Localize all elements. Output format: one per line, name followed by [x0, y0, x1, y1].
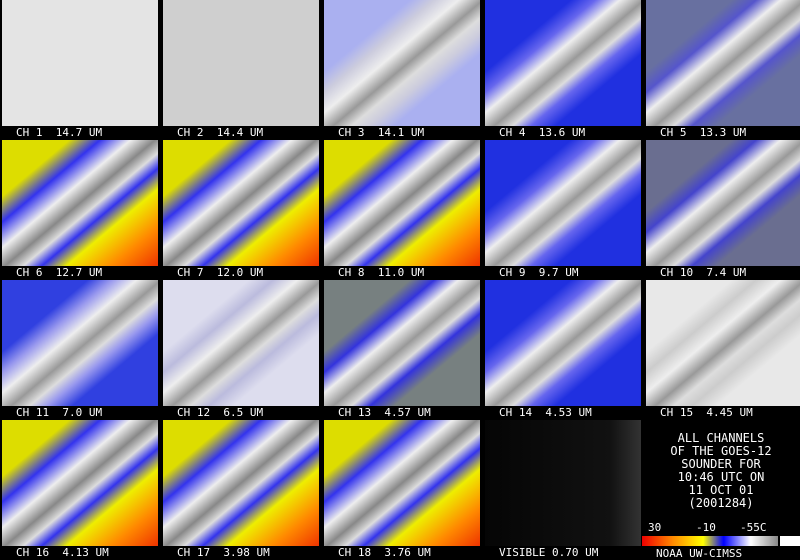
channel-image — [2, 0, 158, 126]
channel-image — [485, 280, 641, 406]
channel-label: CH 18 3.76 UM — [338, 546, 431, 559]
info-line: 10:46 UTC ON — [677, 470, 765, 484]
channel-label: CH 15 4.45 UM — [660, 406, 753, 419]
channel-image — [324, 140, 480, 266]
channel-image — [485, 0, 641, 126]
colorbar-end — [780, 536, 800, 546]
info-line: (2001284) — [688, 496, 754, 510]
channel-image — [163, 420, 319, 546]
channel-label: CH 5 13.3 UM — [660, 126, 747, 139]
channel-image — [485, 140, 641, 266]
channel-label: VISIBLE 0.70 UM — [499, 546, 599, 559]
channel-label: CH 14 4.53 UM — [499, 406, 592, 419]
channel-label: CH 16 4.13 UM — [16, 546, 109, 559]
channel-image — [646, 140, 800, 266]
channel-image — [324, 280, 480, 406]
channel-label: CH 9 9.7 UM — [499, 266, 579, 279]
channel-label: CH 13 4.57 UM — [338, 406, 431, 419]
channel-label: CH 12 6.5 UM — [177, 406, 264, 419]
channel-image — [646, 280, 800, 406]
channel-label: CH 3 14.1 UM — [338, 126, 425, 139]
channel-image — [646, 0, 800, 126]
channel-label: CH 17 3.98 UM — [177, 546, 270, 559]
channel-image — [163, 140, 319, 266]
channel-label: CH 6 12.7 UM — [16, 266, 103, 279]
channel-label: CH 10 7.4 UM — [660, 266, 747, 279]
info-line: ALL CHANNELS — [677, 431, 765, 445]
colorbar-label: 30 — [648, 521, 662, 534]
channel-image — [2, 140, 158, 266]
channel-label: CH 1 14.7 UM — [16, 126, 103, 139]
channel-image — [324, 420, 480, 546]
info-line: 11 OCT 01 — [688, 483, 754, 497]
channel-image — [2, 420, 158, 546]
channel-image — [163, 0, 319, 126]
colorbar-label: -55C — [740, 521, 767, 534]
colorbar-label: -10 — [696, 521, 716, 534]
info-line: OF THE GOES-12 — [670, 444, 772, 458]
channel-label: CH 8 11.0 UM — [338, 266, 425, 279]
channel-label: CH 7 12.0 UM — [177, 266, 264, 279]
credit: NOAA UW-CIMSS — [656, 547, 743, 560]
info-text: ALL CHANNELS OF THE GOES-12 SOUNDER FOR 10:… — [642, 432, 800, 510]
channel-image — [2, 280, 158, 406]
channel-image — [163, 280, 319, 406]
info-line: SOUNDER FOR — [681, 457, 761, 471]
channel-label: CH 4 13.6 UM — [499, 126, 586, 139]
channel-label: CH 2 14.4 UM — [177, 126, 264, 139]
colorbar — [642, 536, 778, 546]
channel-image — [324, 0, 480, 126]
channel-image — [485, 420, 641, 546]
channel-label: CH 11 7.0 UM — [16, 406, 103, 419]
